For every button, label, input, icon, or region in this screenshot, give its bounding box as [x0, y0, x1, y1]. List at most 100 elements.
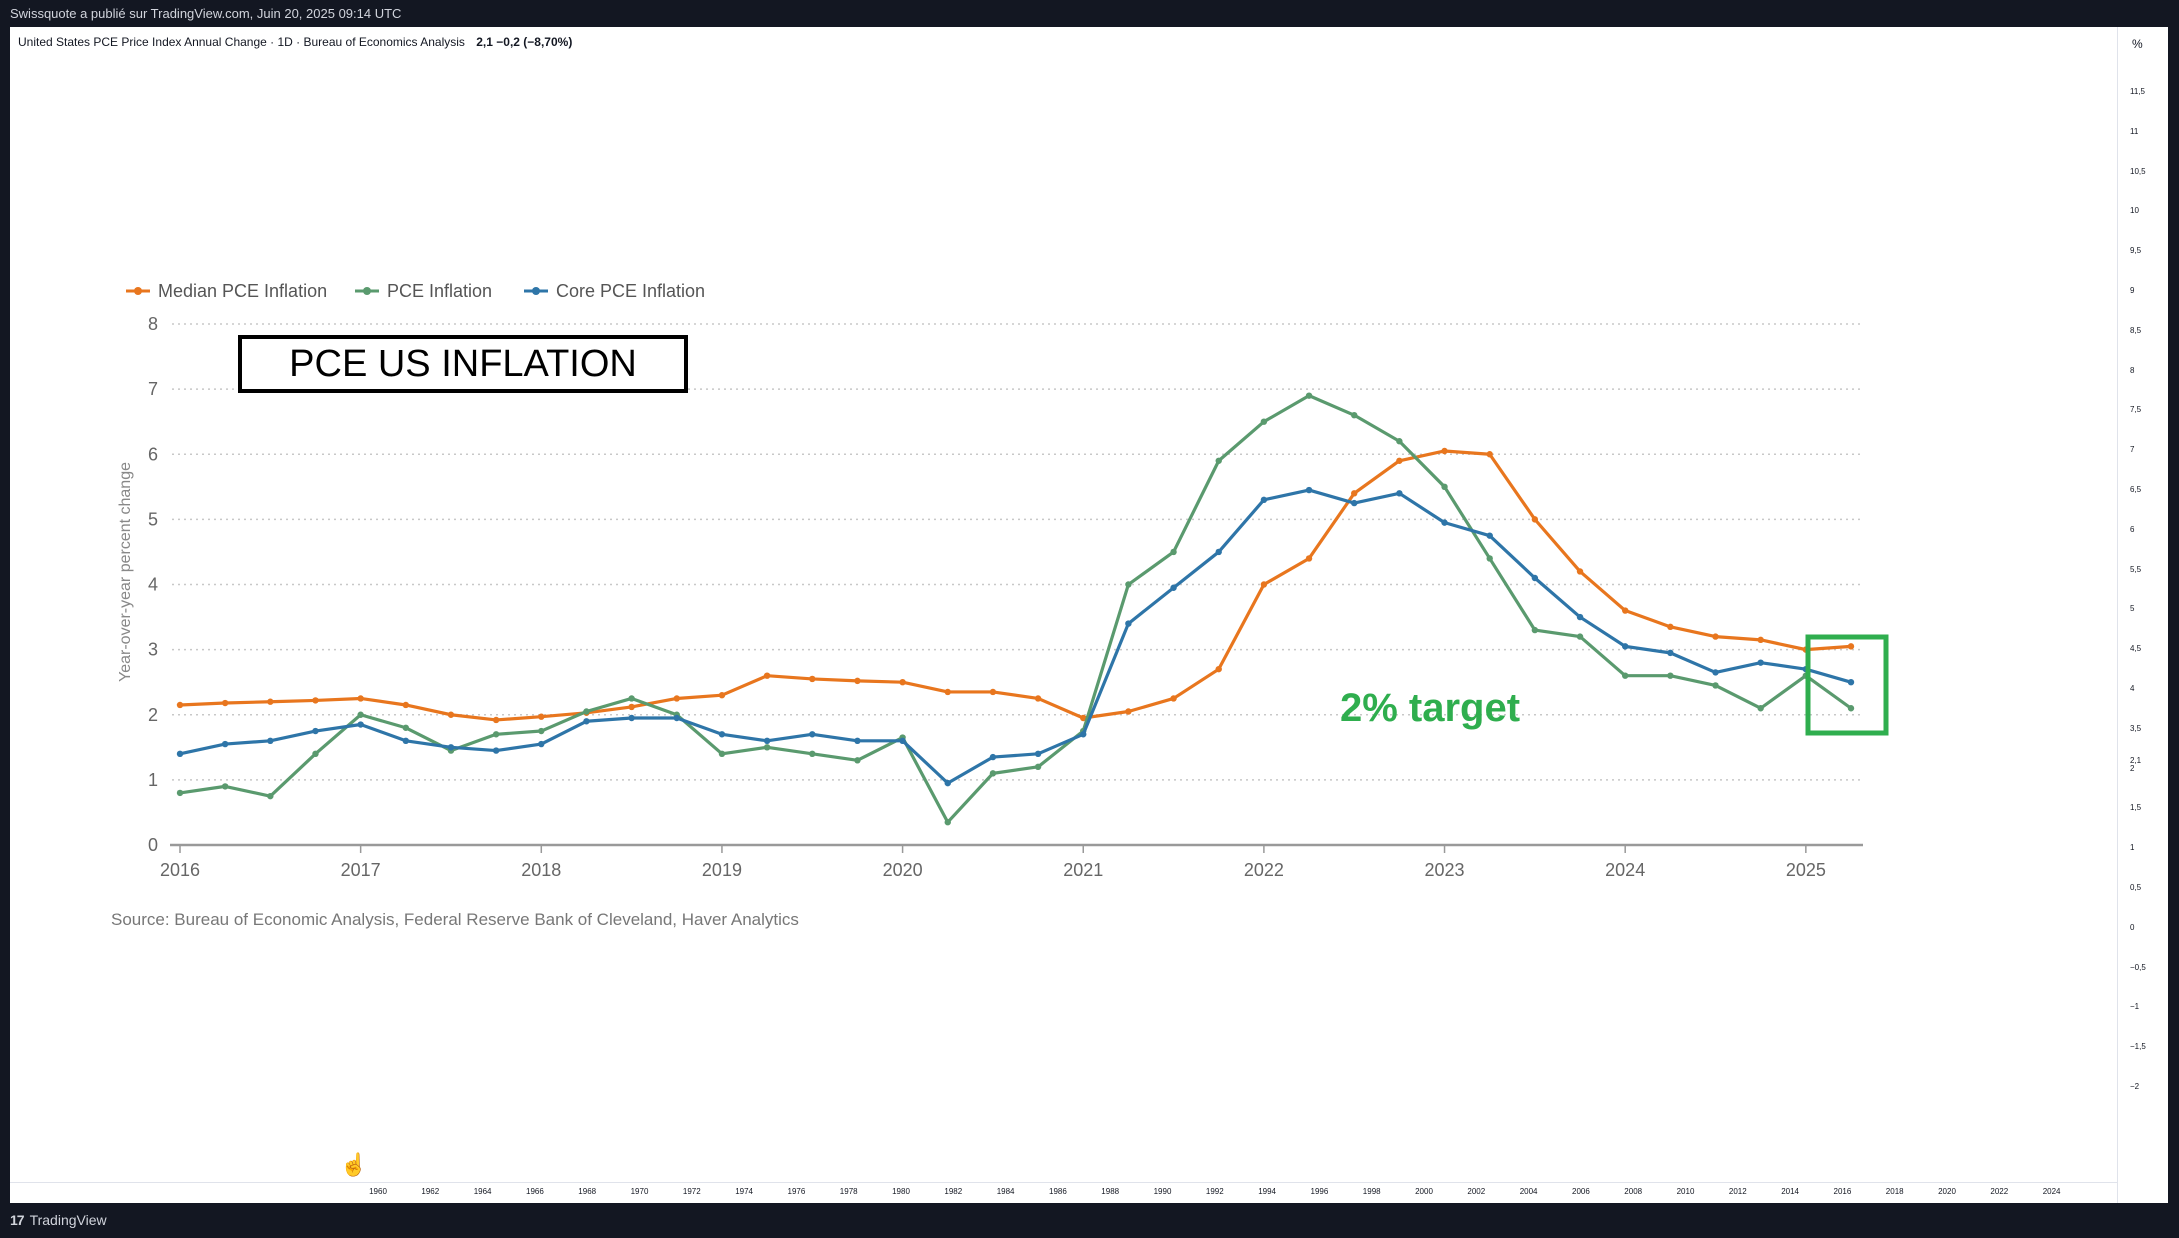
data-point — [492, 716, 500, 724]
data-point — [1667, 672, 1674, 679]
price-scale-label: 11 — [2130, 126, 2139, 136]
legend-label: Median PCE Inflation — [158, 281, 327, 301]
y-tick-label: 3 — [148, 640, 158, 660]
price-scale-label: 7 — [2130, 445, 2135, 455]
data-point — [718, 750, 726, 758]
y-tick-label: 8 — [148, 314, 158, 334]
x-tick-label: 2018 — [521, 860, 561, 880]
data-point — [763, 744, 771, 751]
data-point — [1034, 695, 1042, 702]
price-scale-label: 5,5 — [2130, 564, 2142, 574]
y-tick-label: 6 — [148, 444, 158, 464]
data-point — [1170, 548, 1177, 556]
data-point — [267, 698, 274, 705]
tradingview-logo[interactable]: 17 TradingView — [10, 1212, 107, 1228]
price-scale-label: 2 — [2130, 763, 2135, 773]
time-scale-label: 1972 — [682, 1187, 701, 1196]
data-point — [538, 713, 545, 720]
chart-panel[interactable]: United States PCE Price Index Annual Cha… — [10, 27, 2168, 1203]
data-point — [221, 699, 229, 707]
time-scale-label: 1990 — [1153, 1187, 1172, 1196]
time-scale-label: 2016 — [1833, 1187, 1852, 1196]
time-scale-label: 2012 — [1728, 1187, 1747, 1196]
time-scale-label: 1980 — [892, 1187, 910, 1196]
time-scale-label: 1960 — [369, 1187, 387, 1196]
series-line — [179, 449, 1852, 722]
data-point — [492, 747, 500, 754]
time-scale-label: 1982 — [944, 1187, 963, 1196]
data-point — [267, 792, 274, 800]
data-point — [402, 737, 410, 744]
data-point — [809, 750, 816, 758]
data-point — [1847, 678, 1855, 686]
data-point — [989, 753, 997, 761]
data-point — [1847, 705, 1855, 712]
data-point — [1667, 623, 1674, 631]
data-point — [357, 711, 364, 718]
data-point — [1757, 636, 1764, 644]
published-text: Swissquote a publié sur TradingView.com,… — [10, 6, 402, 21]
brand-name: TradingView — [29, 1212, 107, 1228]
target-highlight-box — [1805, 634, 1889, 736]
data-point — [176, 701, 184, 709]
price-scale-label: −1,5 — [2130, 1042, 2146, 1052]
data-point — [1305, 555, 1313, 562]
data-point — [1034, 763, 1042, 771]
data-point — [854, 677, 861, 685]
series-line — [179, 488, 1852, 785]
data-point — [176, 789, 184, 797]
symbol-value: 2,1 −0,2 (−8,70%) — [476, 35, 573, 49]
time-scale-label: 1966 — [525, 1187, 544, 1196]
time-scale-label: 1988 — [1101, 1187, 1120, 1196]
price-scale-label: 7,5 — [2130, 405, 2142, 415]
time-scale-label: 1964 — [473, 1187, 492, 1196]
price-scale-unit[interactable]: % — [2132, 37, 2143, 51]
data-point — [1396, 438, 1403, 445]
data-point — [221, 740, 229, 748]
time-scale-label: 1976 — [787, 1187, 806, 1196]
data-point — [989, 770, 997, 777]
time-scale-label: 1974 — [735, 1187, 753, 1196]
time-scale-label: 1986 — [1048, 1187, 1067, 1196]
data-point — [312, 750, 319, 758]
data-point — [628, 703, 635, 711]
data-point — [809, 731, 816, 738]
price-scale-label: 5 — [2130, 604, 2135, 614]
data-point — [538, 740, 545, 748]
data-point — [1576, 568, 1584, 575]
data-point — [1396, 490, 1403, 497]
chart-title: PCE US INFLATION — [289, 343, 637, 385]
price-scale-label: 10,5 — [2130, 166, 2146, 176]
data-point — [628, 695, 635, 702]
time-scale-label: 2020 — [1938, 1187, 1956, 1196]
data-point — [492, 731, 500, 738]
y-axis-label: Year-over-year percent change — [117, 462, 134, 682]
x-tick-label: 2022 — [1244, 860, 1284, 880]
data-point — [1757, 659, 1764, 666]
time-scale-label: 2014 — [1781, 1187, 1799, 1196]
data-point — [1712, 682, 1719, 689]
data-point — [1351, 490, 1358, 497]
price-scale-label: −0,5 — [2130, 962, 2146, 972]
series-lines — [176, 392, 1855, 826]
chart-legend: Median PCE Inflation PCE Inflation Core PC… — [126, 281, 705, 301]
data-point — [1215, 457, 1222, 464]
symbol-legend[interactable]: United States PCE Price Index Annual Cha… — [18, 35, 572, 49]
time-scale-label: 1998 — [1362, 1187, 1381, 1196]
series-line — [179, 394, 1852, 824]
data-point — [1441, 519, 1448, 526]
data-point — [1305, 486, 1313, 494]
title-box — [238, 335, 688, 393]
data-point — [1396, 457, 1403, 464]
data-point — [583, 708, 590, 715]
source-note: Source: Bureau of Economic Analysis, Fed… — [111, 910, 799, 929]
price-scale-label: −1 — [2130, 1002, 2140, 1012]
pce-chart-image: 0 1 2 3 4 5 6 7 8 2016 2017 2018 2019 2020 2021 2022 202… — [111, 281, 1889, 929]
series-0 — [176, 447, 1855, 724]
y-tick-label: 5 — [148, 509, 158, 529]
data-point — [1576, 633, 1584, 640]
data-point — [1531, 574, 1539, 582]
data-point — [628, 714, 635, 722]
replay-hand-icon[interactable]: ☝ — [340, 1152, 368, 1177]
time-scale-label: 2004 — [1519, 1187, 1538, 1196]
